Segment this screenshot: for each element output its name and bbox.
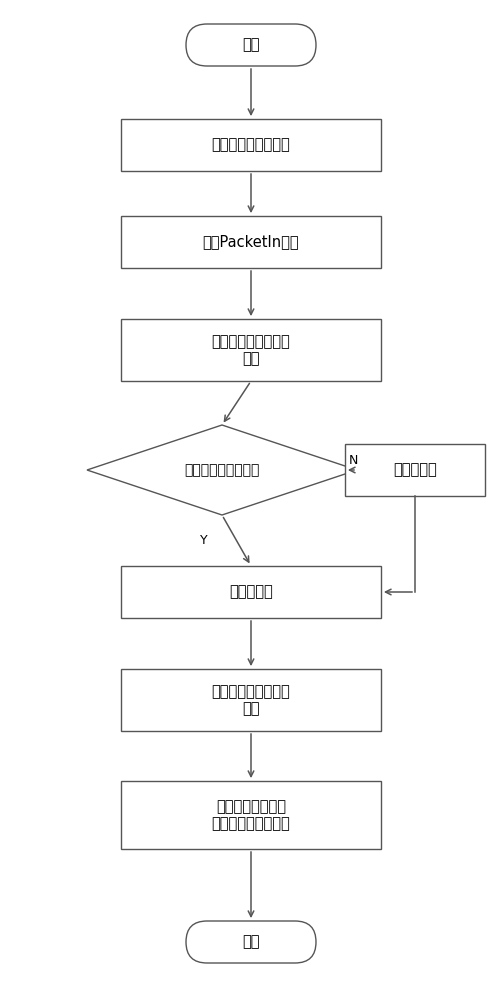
FancyBboxPatch shape xyxy=(121,319,380,381)
Text: 组播接收端请求入组: 组播接收端请求入组 xyxy=(211,137,290,152)
FancyBboxPatch shape xyxy=(121,781,380,849)
FancyBboxPatch shape xyxy=(121,216,380,268)
Text: 生成请求入组应答并
回复: 生成请求入组应答并 回复 xyxy=(211,684,290,716)
Text: 结束: 结束 xyxy=(242,934,259,950)
FancyBboxPatch shape xyxy=(344,444,484,496)
Text: 请求的组播组存在？: 请求的组播组存在？ xyxy=(184,463,259,477)
Text: 调用组播管理的处理
接口: 调用组播管理的处理 接口 xyxy=(211,334,290,366)
Text: 创建组播组: 创建组播组 xyxy=(392,462,436,478)
FancyBboxPatch shape xyxy=(186,921,315,963)
FancyBboxPatch shape xyxy=(121,119,380,171)
FancyBboxPatch shape xyxy=(186,24,315,66)
Text: 发送组成员更改消
息，更新组成员信息: 发送组成员更改消 息，更新组成员信息 xyxy=(211,799,290,831)
Text: 开始: 开始 xyxy=(242,37,259,52)
FancyBboxPatch shape xyxy=(121,566,380,618)
Text: Y: Y xyxy=(200,534,207,547)
Text: N: N xyxy=(348,454,357,466)
Text: 组成员入组: 组成员入组 xyxy=(228,584,273,599)
Text: 收到PacketIn消息: 收到PacketIn消息 xyxy=(202,234,299,249)
FancyBboxPatch shape xyxy=(121,669,380,731)
Polygon shape xyxy=(87,425,356,515)
